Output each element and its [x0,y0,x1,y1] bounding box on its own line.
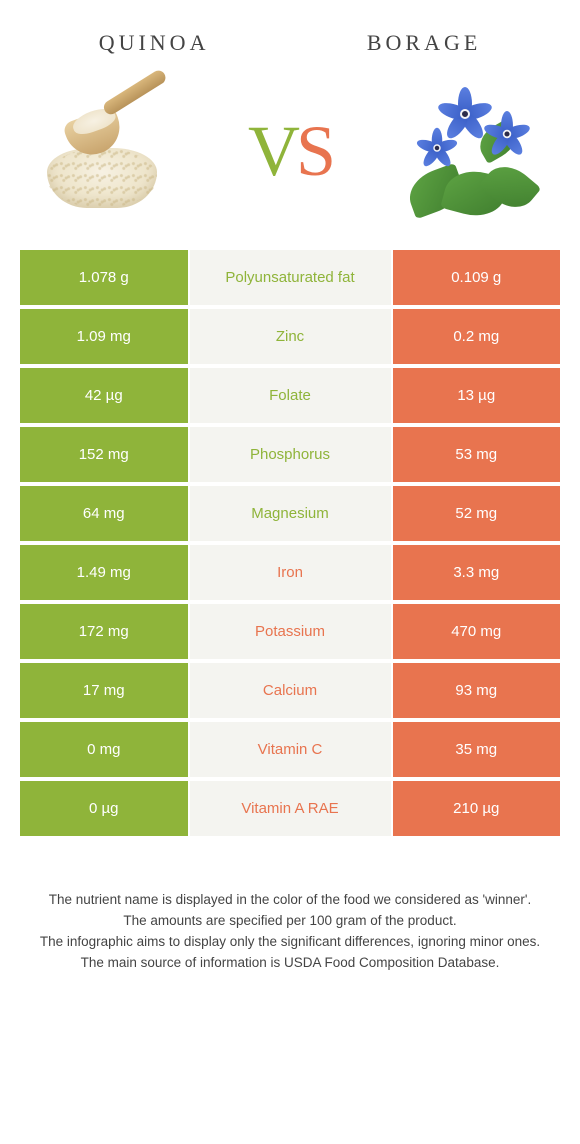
cell-right: 93 mg [393,663,561,718]
cell-right: 0.109 g [393,250,561,305]
cell-left: 172 mg [20,604,188,659]
cell-right: 0.2 mg [393,309,561,364]
table-row: 172 mgPotassium470 mg [20,604,560,659]
cell-nutrient: Vitamin A RAE [190,781,391,836]
cell-left: 0 µg [20,781,188,836]
footer-notes: The nutrient name is displayed in the co… [0,850,580,994]
cell-nutrient: Calcium [190,663,391,718]
cell-right: 3.3 mg [393,545,561,600]
table-row: 1.49 mgIron3.3 mg [20,545,560,600]
cell-right: 52 mg [393,486,561,541]
cell-nutrient: Folate [190,368,391,423]
cell-right: 210 µg [393,781,561,836]
table-row: 17 mgCalcium93 mg [20,663,560,718]
vs-s: S [296,111,332,191]
comparison-table: 1.078 gPolyunsaturated fat0.109 g1.09 mg… [0,246,580,850]
cell-left: 17 mg [20,663,188,718]
cell-right: 53 mg [393,427,561,482]
cell-nutrient: Magnesium [190,486,391,541]
cell-nutrient: Phosphorus [190,427,391,482]
cell-left: 152 mg [20,427,188,482]
table-row: 152 mgPhosphorus53 mg [20,427,560,482]
hero: VS [0,66,580,246]
footer-line: The nutrient name is displayed in the co… [30,890,550,911]
cell-right: 470 mg [393,604,561,659]
vs-label: VS [248,110,332,193]
cell-nutrient: Zinc [190,309,391,364]
cell-nutrient: Polyunsaturated fat [190,250,391,305]
cell-left: 1.49 mg [20,545,188,600]
cell-left: 1.09 mg [20,309,188,364]
table-row: 1.09 mgZinc0.2 mg [20,309,560,364]
cell-nutrient: Vitamin C [190,722,391,777]
cell-right: 35 mg [393,722,561,777]
cell-nutrient: Iron [190,545,391,600]
cell-left: 0 mg [20,722,188,777]
cell-left: 42 µg [20,368,188,423]
title-right: BORAGE [367,30,481,56]
vs-v: V [248,111,296,191]
table-row: 64 mgMagnesium52 mg [20,486,560,541]
borage-image [400,81,540,221]
quinoa-image [40,81,180,221]
table-row: 0 mgVitamin C35 mg [20,722,560,777]
footer-line: The amounts are specified per 100 gram o… [30,911,550,932]
cell-left: 64 mg [20,486,188,541]
table-row: 42 µgFolate13 µg [20,368,560,423]
cell-right: 13 µg [393,368,561,423]
table-row: 1.078 gPolyunsaturated fat0.109 g [20,250,560,305]
cell-nutrient: Potassium [190,604,391,659]
cell-left: 1.078 g [20,250,188,305]
table-row: 0 µgVitamin A RAE210 µg [20,781,560,836]
footer-line: The main source of information is USDA F… [30,953,550,974]
header: QUINOA BORAGE [0,0,580,66]
title-left: QUINOA [99,30,210,56]
footer-line: The infographic aims to display only the… [30,932,550,953]
